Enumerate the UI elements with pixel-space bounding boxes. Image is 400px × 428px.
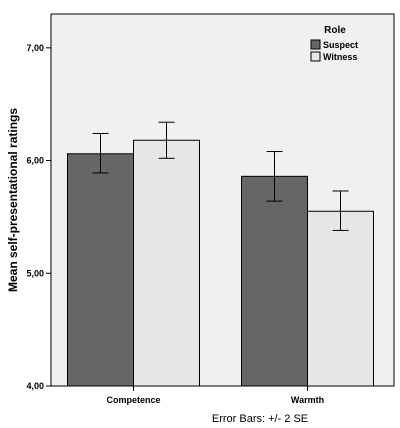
bar-suspect-competence bbox=[67, 153, 134, 387]
legend-swatch-suspect bbox=[310, 39, 321, 50]
legend-label-witness: Witness bbox=[323, 52, 357, 62]
y-tick-label: 5,00 bbox=[26, 268, 44, 278]
y-tick-label: 4,00 bbox=[26, 381, 44, 391]
error-bars bbox=[92, 121, 349, 231]
legend: Role Suspect Witness bbox=[310, 25, 358, 62]
y-axis-title: Mean self-presentational ratings bbox=[6, 108, 20, 292]
legend-title: Role bbox=[324, 25, 346, 36]
bar-witness-competence bbox=[133, 139, 200, 387]
x-tick-label: Warmth bbox=[291, 395, 324, 405]
footnote: Error Bars: +/- 2 SE bbox=[212, 413, 308, 425]
y-tick-label: 6,00 bbox=[26, 156, 44, 166]
legend-swatch-witness bbox=[310, 51, 321, 62]
bar-suspect-warmth bbox=[241, 175, 308, 387]
legend-label-suspect: Suspect bbox=[323, 40, 358, 50]
y-tick-label: 7,00 bbox=[26, 43, 44, 53]
y-axis: 4,00 5,00 6,00 7,00 bbox=[26, 43, 51, 391]
x-tick-label: Competence bbox=[106, 395, 160, 405]
bar-witness-warmth bbox=[307, 210, 374, 387]
x-axis: Competence Warmth bbox=[106, 386, 324, 405]
